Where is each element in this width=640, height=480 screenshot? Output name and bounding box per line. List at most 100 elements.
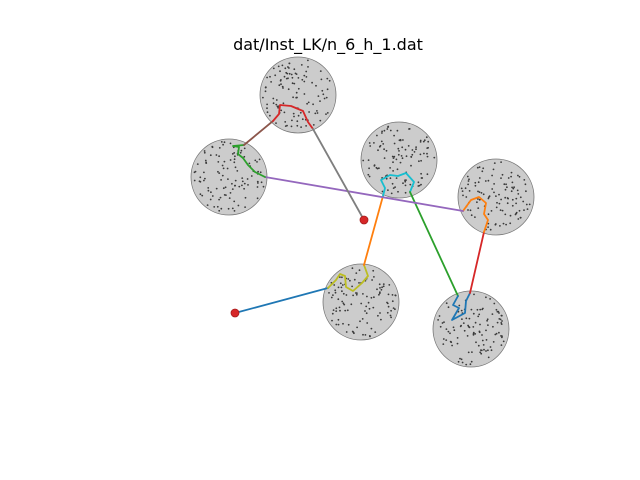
sample-point: [501, 320, 503, 322]
sample-point: [337, 298, 340, 301]
sample-point: [396, 168, 399, 171]
sample-point: [211, 195, 214, 197]
sample-point: [335, 310, 338, 312]
sample-point: [380, 140, 383, 143]
sample-point: [224, 186, 227, 189]
sample-point: [470, 214, 473, 217]
sample-point: [352, 294, 354, 297]
sample-point: [485, 296, 487, 299]
sample-point: [246, 178, 249, 180]
sample-point: [322, 93, 325, 96]
sample-point: [243, 155, 246, 158]
depot-layer: [230, 215, 369, 318]
sample-point: [288, 67, 290, 69]
sample-point: [286, 72, 289, 75]
sample-point: [404, 184, 407, 187]
sample-point: [228, 197, 231, 200]
sample-point: [469, 209, 472, 212]
sample-point: [372, 306, 375, 309]
sample-point: [445, 339, 448, 341]
sample-point: [445, 328, 448, 330]
sample-point: [457, 360, 460, 363]
sample-point: [325, 113, 327, 115]
sample-point: [391, 300, 394, 303]
sample-point: [233, 161, 236, 164]
sample-point: [482, 193, 485, 196]
sample-point: [287, 88, 290, 91]
sample-point: [481, 339, 484, 342]
sample-point: [402, 139, 404, 141]
sample-point: [364, 334, 367, 336]
sample-point: [209, 198, 212, 201]
sample-point: [399, 139, 402, 142]
sample-point: [264, 90, 267, 93]
sample-point: [419, 153, 422, 156]
sample-point: [204, 159, 207, 162]
sample-point: [373, 296, 375, 299]
sample-point: [465, 196, 468, 198]
sample-point: [353, 278, 356, 281]
sample-point: [461, 190, 464, 193]
sample-point: [215, 154, 218, 156]
sample-point: [447, 330, 450, 333]
sample-point: [420, 183, 422, 186]
sample-point: [437, 319, 439, 321]
sample-point: [492, 325, 494, 328]
sample-point: [387, 305, 390, 308]
sample-point: [355, 293, 358, 296]
sample-point: [387, 189, 389, 192]
sample-point: [266, 103, 268, 106]
sample-point: [501, 209, 504, 212]
sample-point: [378, 167, 380, 170]
sample-point: [326, 77, 329, 80]
sample-point: [500, 177, 502, 180]
sample-point: [499, 209, 502, 212]
sample-point: [305, 125, 307, 127]
sample-point: [439, 325, 442, 328]
sample-point: [463, 329, 466, 332]
sample-point: [392, 161, 394, 164]
sample-point: [262, 96, 264, 99]
sample-point: [234, 166, 237, 169]
sample-point: [427, 140, 430, 143]
sample-point: [392, 170, 394, 172]
sample-point: [275, 122, 277, 124]
sample-point: [411, 153, 414, 156]
sample-point: [312, 124, 315, 126]
sample-point: [334, 291, 337, 294]
sample-point: [504, 196, 507, 199]
sample-point: [491, 313, 494, 315]
disk-center: [360, 121, 438, 199]
sample-point: [239, 151, 242, 154]
sample-point: [493, 183, 495, 185]
sample-point: [367, 301, 370, 304]
sample-point: [238, 185, 241, 188]
sample-point: [491, 174, 493, 177]
sample-point: [241, 184, 243, 187]
sample-point: [290, 125, 293, 128]
sample-point: [488, 195, 491, 198]
route-segment-13: [312, 128, 365, 221]
sample-point: [220, 141, 223, 143]
sample-point: [362, 333, 364, 336]
sample-point: [342, 292, 345, 295]
sample-point: [360, 302, 363, 305]
sample-point: [404, 179, 406, 182]
sample-point: [321, 89, 324, 92]
sample-point: [368, 175, 371, 178]
sample-point: [472, 312, 475, 315]
sample-point: [370, 327, 373, 330]
sample-point: [226, 167, 229, 170]
sample-point: [319, 70, 322, 72]
sample-point: [203, 179, 205, 182]
sample-point: [378, 293, 380, 296]
route-segment-9: [264, 176, 464, 212]
sample-point: [472, 326, 475, 328]
sample-point: [277, 65, 280, 68]
sample-point: [494, 223, 497, 225]
disk-circle: [360, 121, 438, 199]
sample-point: [288, 72, 291, 75]
sample-point: [218, 155, 221, 158]
sample-point: [201, 194, 204, 197]
sample-point: [332, 309, 335, 311]
